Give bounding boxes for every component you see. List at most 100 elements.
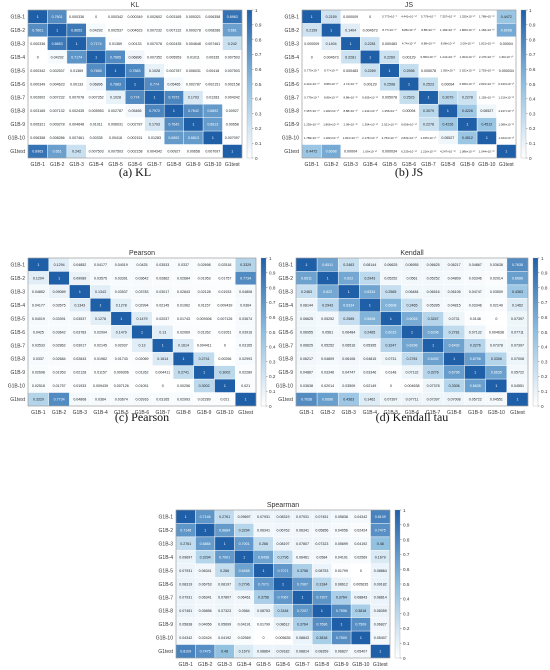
heatmap-cell-label: 1 xyxy=(390,317,392,321)
heatmap-cell-label: 1 xyxy=(389,69,391,73)
colorbar-tick-label: 0.3 xyxy=(541,359,548,364)
heatmap-cell-label: 0.2943 xyxy=(322,303,333,307)
heatmap-cell-label: 0.09089 xyxy=(53,290,66,294)
col-tick-label: G1B-9 xyxy=(197,410,212,416)
col-tick-label: G1B-7 xyxy=(295,662,310,668)
heatmap-cell-label: 1.241×10⁻¹⁵ xyxy=(440,55,457,59)
row-tick-label: G1B-4 xyxy=(285,55,300,61)
heatmap-cell-label: 0.6884 xyxy=(200,542,211,546)
colorbar xyxy=(246,9,253,159)
heatmap-cell-label: 0.6796 xyxy=(470,357,481,361)
heatmap-cell-label: 0.7883 xyxy=(110,82,121,86)
heatmap-cell-label: 0.1479 xyxy=(116,330,127,334)
heatmap-cell-label: 0.002537 xyxy=(50,69,65,73)
heatmap-cell-label: 0.002787 xyxy=(186,82,201,86)
heatmap-cell-label: 0.007503 xyxy=(108,150,123,154)
heatmap-cell-label: 5.773×10⁻⁶ xyxy=(382,15,398,19)
heatmap-cell-label: 0.06625 xyxy=(300,317,313,321)
heatmap-cell-label: 0.00094 xyxy=(403,109,416,113)
heatmap-cell-label: 0.002151 xyxy=(128,136,143,140)
heatmap-cell-label: 0.8653 xyxy=(52,42,63,46)
heatmap-cell-label: 0.0337 xyxy=(33,357,44,361)
col-tick-label: G1B-2 xyxy=(198,662,213,668)
heatmap-cell-label: 0.002158 xyxy=(128,150,143,154)
row-tick-label: G1B-1 xyxy=(11,15,26,21)
heatmap-cell-label: 0.06484 xyxy=(342,330,355,334)
heatmap-cell-label: 0.05856 xyxy=(315,528,328,532)
heatmap-cell-label: 0.1679 xyxy=(239,650,250,654)
heatmap-cell-label: 0.000336 xyxy=(69,15,84,19)
heatmap-cell-label: 0.08753 xyxy=(257,609,270,613)
heatmap-cell-label: 0.07931 xyxy=(296,515,309,519)
col-tick-label: G1test xyxy=(225,162,240,168)
colorbar-tick-label: 0.4 xyxy=(269,345,276,350)
heatmap-cell-label: 0.004411 xyxy=(197,344,212,348)
heatmap-cell-label: 1.182×10⁻¹⁵ xyxy=(323,109,340,113)
heatmap-cell-label: 0.03165 xyxy=(156,398,169,402)
heatmap-cell-label: 0.007078 xyxy=(147,42,162,46)
heatmap-cell-label: 0.006031 xyxy=(108,123,123,127)
heatmap-cell-label: 0.6015 xyxy=(385,330,396,334)
heatmap-cell-label: 0.00129 xyxy=(364,82,377,86)
heatmap-cell-label: 0.002787 xyxy=(108,109,123,113)
heatmap-cell-label: 6.656×10⁻¹⁶ xyxy=(459,82,476,86)
heatmap-cell-label: 6.233×10⁻¹⁶ xyxy=(498,82,515,86)
heatmap-cell-label: 0.3276 xyxy=(470,344,481,348)
row-tick-label: G1B-10 xyxy=(8,384,25,390)
heatmap-cell-label: 0.7883 xyxy=(130,69,141,73)
heatmap-cell-label: 0.4226 xyxy=(442,123,453,127)
heatmap-cell-label: 0.01369 xyxy=(109,42,122,46)
heatmap-cell-label: 0.05395 xyxy=(363,344,376,348)
heatmap-cell-label: 0.7475 xyxy=(375,528,386,532)
heatmap-cell-label: 1.69×10⁻¹⁵ xyxy=(499,55,514,59)
heatmap-cell-label: 0.009306 xyxy=(197,317,212,321)
heatmap-cell-label: 0.8963 xyxy=(32,150,43,154)
heatmap-title: Pearson xyxy=(129,250,155,257)
heatmap-frame xyxy=(27,257,257,407)
heatmap-cell-label: 0.2465 xyxy=(364,330,375,334)
heatmap-cell-label: 1.155×10⁻¹⁵ xyxy=(421,136,438,140)
colorbar-tick-label: 0.2 xyxy=(255,126,262,131)
heatmap-panel-4: Kendall 1 0.6511 0.2463 0.08144 0.06625 0.0695… xyxy=(276,250,548,424)
heatmap-cell-label: 0.2523 xyxy=(404,96,415,100)
panel-caption: (c) Pearson xyxy=(115,410,169,424)
heatmap-cell-label: 0.09697 xyxy=(238,515,251,519)
heatmap-cell-label: 0.03391 xyxy=(115,276,128,280)
heatmap-cell-label: 0.03642 xyxy=(136,276,149,280)
heatmap-cell-label: 4.74×10⁻¹⁶ xyxy=(402,42,417,46)
heatmap-cell-label: 0.3294 xyxy=(200,555,211,559)
heatmap-cell-label: 0.07931 xyxy=(179,569,192,573)
heatmap-cell-label: 0.07931 xyxy=(179,596,192,600)
heatmap-cell-label: 0.05838 xyxy=(179,623,192,627)
heatmap-cell-label: 0.266 xyxy=(259,542,268,546)
heatmap-cell-label: 0.04747 xyxy=(342,371,355,375)
heatmap-cell-label: 0.004673 xyxy=(324,55,339,59)
heatmap-cell-label: 0.003165 xyxy=(166,15,181,19)
col-tick-label: G1B-2 xyxy=(50,162,65,168)
heatmap-cell-label: 0.7638 xyxy=(301,398,312,402)
heatmap-cell-label: 0.00004 xyxy=(344,150,357,154)
heatmap-cell-label: 0.03783 xyxy=(73,330,86,334)
heatmap-cell-label: 0.007352 xyxy=(147,55,162,59)
heatmap-cell-label: 0.6796 xyxy=(449,371,460,375)
heatmap-cell-label: 0.06461 xyxy=(296,555,309,559)
heatmap-cell-label: 0.00335 xyxy=(206,55,219,59)
heatmap-cell-label: 0.06625 xyxy=(300,344,313,348)
heatmap-cell-label: 0.08197 xyxy=(218,582,231,586)
heatmap-cell-label: 1 xyxy=(79,290,81,294)
row-tick-label: G1B-4 xyxy=(11,55,26,61)
heatmap-cell-label: 0.021 xyxy=(241,384,250,388)
heatmap-cell-label: 0.03537 xyxy=(115,290,128,294)
heatmap-cell-label: 0.02994 xyxy=(94,330,107,334)
heatmap-cell-label: 0.05252 xyxy=(321,317,334,321)
heatmap-cell-label: 1.866×10⁻¹⁶ xyxy=(323,122,340,126)
row-tick-label: G1B-6 xyxy=(11,82,26,88)
col-tick-label: G1B-2 xyxy=(320,410,335,416)
heatmap-cell-label: 0.004648 xyxy=(69,123,84,127)
heatmap-title: Kendall xyxy=(400,250,424,257)
row-tick-label: G1test xyxy=(278,397,293,403)
heatmap-cell-label: 0.02862 xyxy=(156,276,169,280)
colorbar-tick-label: 0.8 xyxy=(403,537,410,542)
heatmap-cell-label: 0.6511 xyxy=(322,263,333,267)
heatmap-cell-label: 0.07931 xyxy=(257,515,270,519)
